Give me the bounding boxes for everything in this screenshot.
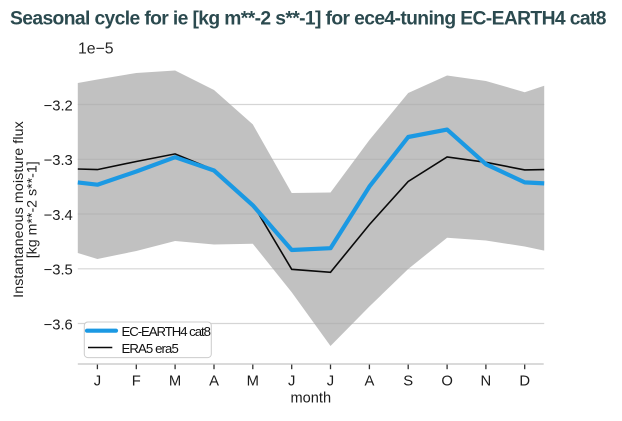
svg-text:−3.6: −3.6 (44, 317, 73, 333)
svg-text:J: J (94, 374, 101, 390)
svg-text:A: A (209, 374, 219, 390)
svg-text:ERA5 era5: ERA5 era5 (122, 341, 179, 356)
svg-text:−3.3: −3.3 (44, 153, 73, 169)
svg-text:F: F (132, 374, 141, 390)
svg-text:[kg m**-2 s**-1]: [kg m**-2 s**-1] (24, 161, 40, 258)
svg-text:O: O (441, 374, 453, 390)
svg-text:−3.2: −3.2 (44, 98, 73, 114)
svg-text:S: S (403, 374, 413, 390)
svg-text:−3.4: −3.4 (44, 208, 73, 224)
svg-text:Instantaneous moisture flux: Instantaneous moisture flux (11, 121, 27, 298)
svg-text:−3.5: −3.5 (44, 263, 73, 279)
svg-text:N: N (481, 374, 492, 390)
svg-text:A: A (364, 374, 374, 390)
svg-text:J: J (327, 374, 334, 390)
svg-text:EC-EARTH4 cat8: EC-EARTH4 cat8 (122, 324, 211, 339)
svg-text:M: M (247, 374, 259, 390)
svg-text:D: D (519, 374, 530, 390)
svg-text:1e−5: 1e−5 (78, 41, 114, 58)
svg-text:Seasonal cycle for ie [kg m**-: Seasonal cycle for ie [kg m**-2 s**-1] f… (10, 9, 607, 30)
svg-text:J: J (288, 374, 295, 390)
svg-text:month: month (291, 390, 332, 406)
svg-text:M: M (169, 374, 181, 390)
